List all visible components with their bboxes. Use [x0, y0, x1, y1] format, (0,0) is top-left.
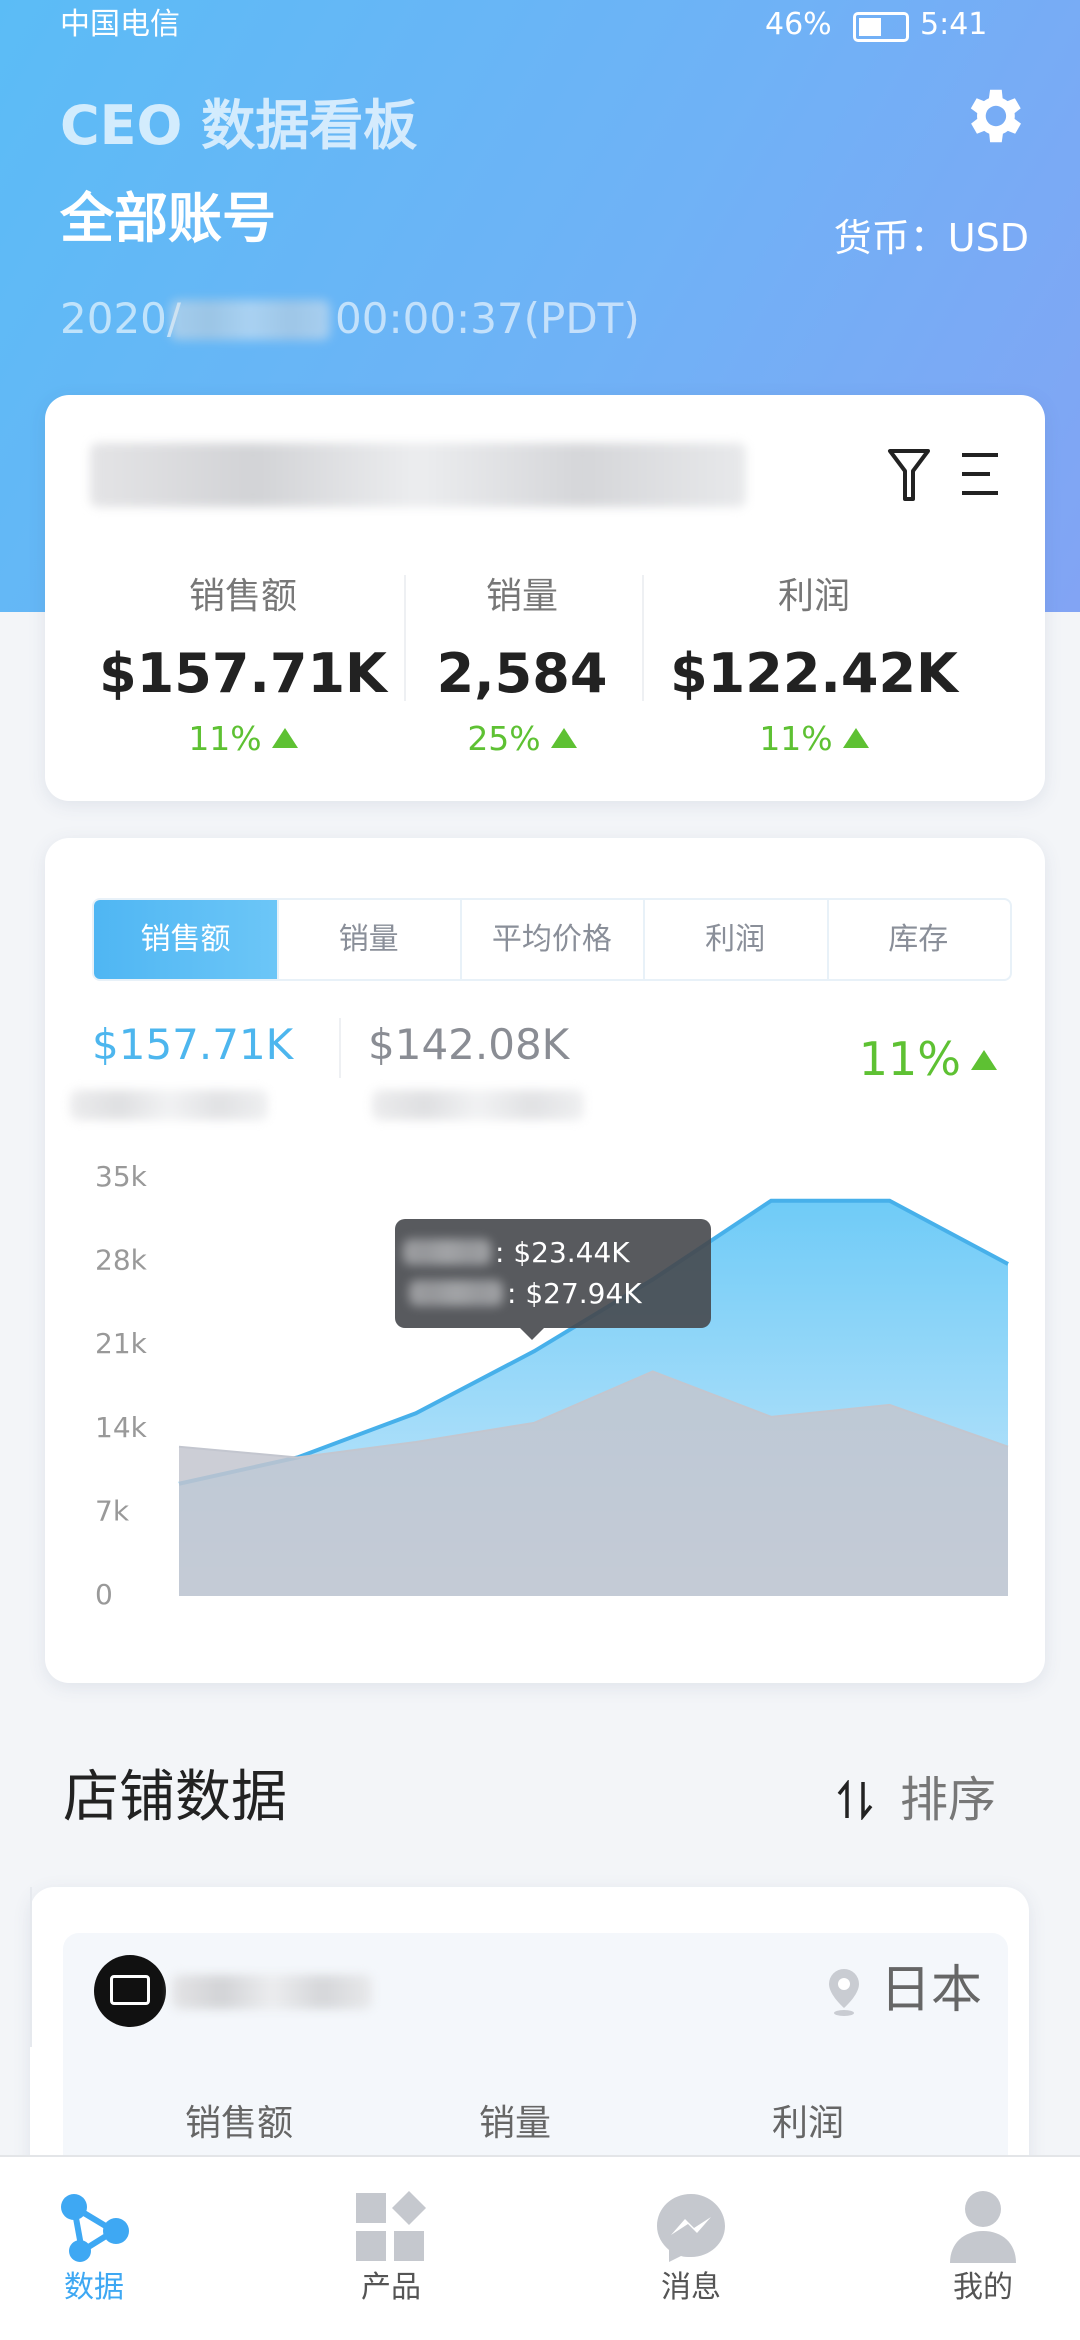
change-text: 25% [467, 719, 541, 758]
metric-tab[interactable]: 销量 [277, 900, 463, 979]
previous-value: $142.08K [368, 1020, 570, 1069]
timestamp-date: 2020/ [60, 294, 182, 343]
settings-icon[interactable] [958, 81, 1028, 151]
divider [30, 1967, 32, 2047]
trend-change: 11% [859, 1036, 997, 1082]
tooltip-line: : $23.44K [495, 1236, 630, 1269]
nav-icon-data [61, 2194, 129, 2262]
nav-item[interactable]: 数据 [64, 2270, 124, 2305]
nav-item[interactable]: 我的 [953, 2270, 1013, 2305]
metric-label: 利润 [777, 576, 850, 617]
menu-icon[interactable] [960, 451, 1000, 497]
divider [30, 1887, 32, 1967]
nav-icon-products [356, 2191, 426, 2261]
up-arrow [971, 1049, 997, 1070]
nav-icon-profile [950, 2191, 1016, 2263]
blurred-label [403, 1239, 491, 1265]
blurred-label [409, 1280, 503, 1306]
metric-change: 25% [372, 722, 672, 755]
change-text: 11% [858, 1032, 961, 1086]
battery-icon [853, 12, 909, 42]
up-arrow [550, 727, 577, 748]
blurred-period [70, 1090, 268, 1120]
chart-tooltip: : $23.44K : $27.94K [395, 1219, 711, 1340]
metric-value: 2,584 [436, 642, 608, 705]
nav-item[interactable]: 消息 [661, 2270, 721, 2305]
currency[interactable]: 货币：USD [833, 216, 1029, 260]
nav-item[interactable]: 产品 [361, 2270, 421, 2305]
store-metric-label: 销售额 [184, 2103, 293, 2144]
metric-label: 销售额 [188, 576, 297, 617]
location-icon [829, 1969, 859, 2016]
store-metric-label: 销量 [478, 2103, 551, 2144]
metric-value: $122.42K [670, 642, 958, 705]
store-icon [94, 1955, 166, 2027]
up-arrow [271, 727, 298, 748]
section-title: 店铺数据 [63, 1765, 287, 1830]
change-text: 11% [759, 719, 833, 758]
metric-change: 11% [664, 722, 964, 755]
change-text: 11% [188, 719, 262, 758]
tab-bar: 销售额 销量 平均价格 利润 库存 [92, 898, 1012, 981]
timestamp-time: 00:00:37(PDT) [335, 294, 640, 343]
nav-icon-messages [657, 2194, 725, 2262]
divider [339, 1018, 341, 1078]
summary-card: 销售额 $157.71K 11% 销量 2,584 25% 利润 $122.42K 11% [45, 395, 1045, 801]
divider [642, 575, 644, 701]
blurred-period [372, 1090, 584, 1120]
divider [404, 575, 406, 701]
store-country: 日本 [880, 1961, 983, 2020]
metric-value: $157.71K [99, 642, 387, 705]
metric-tab[interactable]: 库存 [888, 922, 949, 957]
tooltip-line: : $27.94K [507, 1277, 642, 1310]
metric-tab[interactable]: 销售额 [94, 900, 279, 979]
sort-button[interactable]: 排序 [900, 1772, 997, 1828]
bottom-nav: 数据 产品 消息 我的 [0, 2155, 1080, 2340]
blurred-date [170, 300, 330, 340]
tooltip-pointer [520, 1328, 544, 1340]
blurred-account [90, 443, 746, 507]
blurred-store-name [172, 1975, 372, 2009]
clock: 5:41 [920, 7, 988, 42]
store-metric-label: 利润 [771, 2103, 844, 2144]
filter-icon[interactable] [887, 445, 931, 503]
metric-tab[interactable]: 利润 [644, 900, 829, 979]
up-arrow [842, 727, 869, 748]
sort-icon[interactable] [835, 1780, 875, 1820]
account-name[interactable]: 全部账号 [60, 187, 276, 250]
metric-label: 销量 [485, 576, 558, 617]
battery-level: 46% [765, 7, 832, 42]
current-value: $157.71K [92, 1020, 294, 1069]
metric-change: 11% [93, 722, 393, 755]
carrier: 中国电信 [60, 7, 180, 42]
metric-tab[interactable]: 平均价格 [460, 900, 646, 979]
dashboard-title: CEO 数据看板 [60, 94, 418, 157]
